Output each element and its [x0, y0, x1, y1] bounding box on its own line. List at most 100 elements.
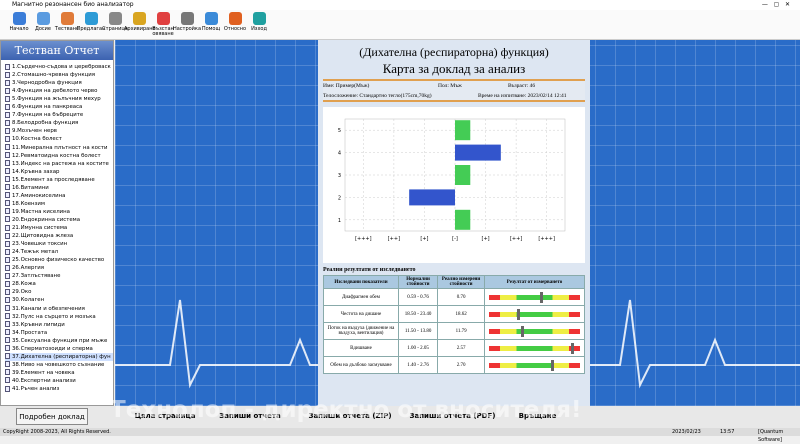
report-item[interactable]: 37.Дихателна (респираторна) фун — [5, 352, 113, 361]
report-item[interactable]: 15.Елемент за проследяване — [5, 176, 113, 184]
toolbar-button[interactable]: Предлаган — [76, 11, 106, 32]
toolbar-button[interactable]: Тестване — [52, 11, 82, 32]
toolbar-button[interactable]: Възстан овяване — [148, 11, 178, 37]
item-label: 1.Сърдечно-съдова и цереброваск — [12, 64, 111, 70]
report-item[interactable]: 41.Ръчен анализ — [5, 385, 113, 393]
button[interactable]: Запиши отчета (PDF) — [409, 412, 496, 420]
item-label: 39.Елемент на човека — [12, 369, 75, 376]
report-item[interactable]: 18.Коензим — [5, 200, 113, 208]
item-icon — [5, 208, 10, 215]
report-item[interactable]: 23.Човешки токсин — [5, 240, 113, 248]
toolbar-button[interactable]: Страница — [100, 11, 130, 32]
item-icon — [5, 280, 10, 287]
toolbar-button[interactable]: Настройка — [172, 11, 202, 32]
y-tick-label: 5 — [338, 128, 341, 134]
report-item[interactable]: 26.Алергия — [5, 264, 113, 272]
report-item[interactable]: 1.Сърдечно-съдова и цереброваск — [5, 63, 113, 71]
toolbar-icon — [180, 12, 194, 25]
report-item[interactable]: 33.Кръвни липиди — [5, 321, 113, 329]
button[interactable]: Запиши отчета (ZIP) — [308, 412, 392, 420]
report-item[interactable]: 34.Простата — [5, 329, 113, 337]
item-icon — [5, 296, 10, 303]
toolbar-button[interactable]: Архивиране — [124, 11, 156, 32]
item-icon — [5, 369, 10, 376]
item-icon — [5, 71, 10, 78]
info-field: Пол: Мъж — [438, 83, 462, 89]
item-label: 40.Експертни анализи — [12, 377, 76, 384]
report-item[interactable]: 17.Аминокиселина — [5, 192, 113, 200]
item-label: 9.Мозъчен нерв — [12, 128, 57, 135]
report-item[interactable]: 35.Сексуална функция при мъже — [5, 337, 113, 345]
report-item[interactable]: 11.Минерална плътност на кости — [5, 144, 113, 152]
toolbar-label: Архивиране — [124, 26, 156, 32]
bar — [455, 165, 471, 185]
report-item[interactable]: 20.Ендокринна система — [5, 216, 113, 224]
report-item[interactable]: 19.Мастна киселина — [5, 208, 113, 216]
report-item[interactable]: 30.Колаген — [5, 296, 113, 304]
bar — [455, 144, 501, 161]
table-cell: 0.70 — [437, 288, 485, 306]
toolbar-button[interactable]: Изход — [244, 11, 274, 32]
toolbar-icon — [204, 12, 218, 25]
report-item[interactable]: 7.Функция на бъбреците — [5, 111, 113, 119]
status-field: [Quantum Software] — [758, 429, 784, 443]
info-field: Телосложение: Стандартно тегло(175cm,70k… — [323, 93, 432, 99]
report-item[interactable]: 6.Функция на панкреаса — [5, 103, 113, 111]
report-item[interactable]: 9.Мозъчен нерв — [5, 127, 113, 135]
report-item[interactable]: 14.Кръвна захар — [5, 168, 113, 176]
report-item[interactable]: 27.Затлъстяване — [5, 272, 113, 280]
item-icon — [5, 63, 10, 70]
table-cell: Диафрагмен обем — [323, 288, 399, 306]
bar — [455, 120, 471, 141]
item-label: 17.Аминокиселина — [12, 192, 66, 199]
report-item[interactable]: 25.Основно физическо качество — [5, 256, 113, 264]
button[interactable]: Цяла страница — [134, 412, 196, 420]
toolbar-button[interactable]: Относно — [220, 11, 250, 32]
toolbar-icon — [156, 12, 170, 25]
toolbar-button[interactable]: Начало — [4, 11, 34, 32]
report-item[interactable]: 31.Канали и обезпечения — [5, 305, 113, 313]
report-item[interactable]: 40.Експертни анализи — [5, 377, 113, 385]
gauge-cell — [484, 356, 585, 374]
chart: 1 2 3 4 5 [+++] [++] [+] [-] [+] [++] [+++] — [338, 118, 566, 242]
report-item[interactable]: 38.Ниво на човешкото съзнание — [5, 361, 113, 369]
report-item[interactable]: 2.Стомашно-чревна функция — [5, 71, 113, 79]
report-item[interactable]: 29.Око — [5, 288, 113, 296]
report-item[interactable]: 28.Кожа — [5, 280, 113, 288]
item-icon — [5, 288, 10, 295]
toolbar-button[interactable]: Помощ — [196, 11, 226, 32]
report-item[interactable]: 32.Пулс на сърцето и мозъка — [5, 313, 113, 321]
gauge — [489, 291, 580, 303]
status-field: 13:57 — [720, 429, 735, 435]
item-label: 38.Ниво на човешкото съзнание — [12, 361, 105, 368]
button[interactable]: Подробен доклад — [16, 408, 88, 425]
report-item[interactable]: 4.Функция на дебелото черво — [5, 87, 113, 95]
toolbar-button[interactable]: Досие — [28, 11, 58, 32]
report-item[interactable]: 3.Чернодробна функция — [5, 79, 113, 87]
report-item[interactable]: 5.Функция на жълъчния мехур — [5, 95, 113, 103]
report-item[interactable]: 39.Елемент на човека — [5, 369, 113, 377]
report-item[interactable]: 16.Витамини — [5, 184, 113, 192]
report-item[interactable]: 21.Имунна система — [5, 224, 113, 232]
report-item[interactable]: 36.Сперматозоиди и сперма — [5, 345, 113, 353]
x-tick-label: [+++] — [355, 236, 372, 242]
report-item[interactable]: 10.Костна болест — [5, 135, 113, 143]
item-icon — [5, 95, 10, 102]
report-item[interactable]: 12.Ревматоидна костна болест — [5, 152, 113, 160]
report-item[interactable]: 13.Индекс на растежа на костите — [5, 160, 113, 168]
table-cell: 11.50 - 13.80 — [397, 322, 439, 340]
y-tick-label: 1 — [338, 218, 341, 224]
report-item[interactable]: 22.Щитовидна жлеза — [5, 232, 113, 240]
button[interactable]: Връщане — [518, 412, 557, 420]
report-item[interactable]: 24.Тежък метал — [5, 248, 113, 256]
table-cell: Обем на дълбоко засмукване — [323, 356, 399, 374]
item-label: 31.Канали и обезпечения — [12, 305, 85, 312]
report-item[interactable]: 8.Белодробна функция — [5, 119, 113, 127]
header-cell: Резултат от измерването — [484, 275, 585, 289]
item-icon — [5, 176, 10, 183]
item-label: 22.Щитовидна жлеза — [12, 233, 74, 240]
item-label: 7.Функция на бъбреците — [12, 112, 84, 119]
item-label: 11.Минерална плътност на кости — [12, 144, 108, 151]
table-cell: Честота на дишане — [323, 305, 399, 323]
y-tick-label: 3 — [338, 173, 341, 179]
